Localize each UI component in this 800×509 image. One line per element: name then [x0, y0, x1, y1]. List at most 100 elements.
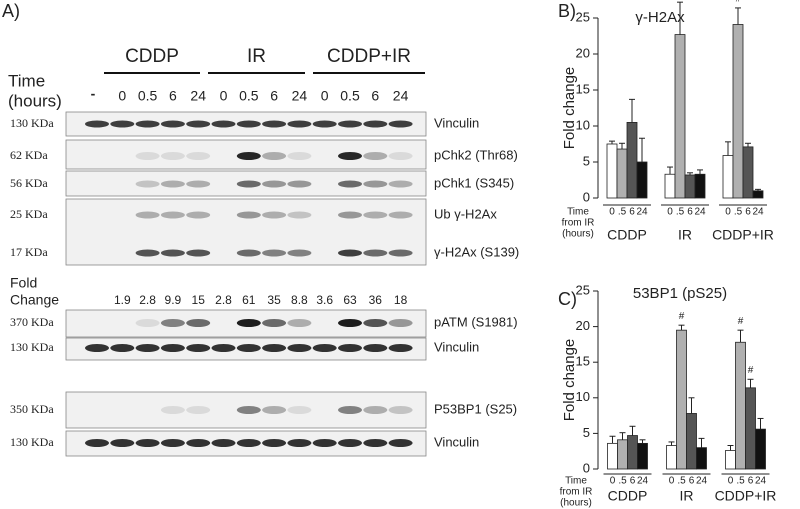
series-label: 0	[725, 207, 731, 218]
series-label: 0	[610, 476, 616, 487]
band	[236, 319, 261, 327]
band	[388, 180, 413, 188]
band	[186, 152, 211, 160]
molecular-weight: 130 KDa	[10, 435, 54, 449]
time-point: 0.5	[138, 88, 158, 104]
y-tick-label: 5	[583, 425, 590, 440]
band	[388, 211, 413, 219]
y-tick-label: 0	[583, 460, 590, 475]
band	[236, 180, 261, 188]
band	[388, 319, 413, 327]
band	[186, 180, 211, 188]
band	[363, 152, 388, 160]
fold-change-value: 63	[343, 293, 357, 307]
chart-title: 53BP1 (pS25)	[633, 285, 727, 302]
bar	[742, 146, 754, 199]
protein-label: γ-H2Ax (S139)	[434, 244, 519, 259]
protein-label: pATM (S1981)	[434, 314, 518, 329]
group-label: IR	[247, 46, 266, 67]
band	[160, 152, 185, 160]
band	[236, 249, 261, 257]
band	[160, 344, 185, 352]
bar	[616, 148, 628, 199]
band	[135, 319, 160, 327]
x-axis-label: from IR	[562, 218, 595, 229]
band	[388, 152, 413, 160]
bar	[684, 174, 696, 199]
time-label: (hours)	[8, 91, 62, 110]
bar	[752, 190, 764, 199]
fold-change-value: 61	[242, 293, 256, 307]
fold-change-label: Fold	[10, 275, 37, 291]
bar	[637, 442, 648, 470]
time-point: 24	[292, 88, 308, 104]
y-axis-label: Fold change	[561, 67, 578, 150]
y-tick-label: 20	[576, 45, 590, 60]
bar	[686, 413, 697, 470]
bar	[626, 122, 638, 199]
band	[363, 319, 388, 327]
y-tick-label: 0	[583, 189, 590, 204]
band	[160, 249, 185, 257]
molecular-weight: 62 KDa	[10, 148, 48, 162]
molecular-weight: 17 KDa	[10, 245, 48, 259]
bar	[735, 341, 746, 470]
band	[85, 120, 109, 128]
fold-change-value: 2.8	[139, 293, 156, 307]
band	[338, 319, 362, 327]
band	[388, 439, 413, 447]
band	[312, 344, 337, 352]
y-tick-label: 10	[576, 389, 590, 404]
bar	[617, 439, 628, 470]
series-label: 6	[748, 476, 754, 487]
band	[186, 344, 211, 352]
band	[262, 406, 287, 414]
band	[160, 180, 185, 188]
band	[135, 180, 160, 188]
molecular-weight: 25 KDa	[10, 207, 48, 221]
annotation: #	[748, 365, 754, 376]
band	[312, 439, 337, 447]
band	[262, 249, 287, 257]
band	[135, 120, 160, 128]
series-label: 0	[667, 207, 673, 218]
band	[135, 439, 160, 447]
protein-label: Vinculin	[434, 339, 479, 354]
x-tick-label: CDDP+IR	[712, 227, 774, 243]
bar	[694, 173, 706, 199]
band	[186, 249, 211, 257]
control-lane: -	[91, 86, 96, 102]
group-label: CDDP	[125, 46, 179, 67]
band	[110, 344, 135, 352]
band	[287, 249, 312, 257]
band	[287, 439, 312, 447]
series-label: 6	[689, 476, 695, 487]
bar	[722, 155, 734, 199]
bar	[696, 447, 707, 470]
band	[338, 249, 362, 257]
panel-label: C)	[558, 289, 577, 309]
time-point: 24	[190, 88, 206, 104]
x-axis-label: from IR	[560, 487, 593, 498]
molecular-weight: 370 KDa	[10, 315, 54, 329]
band	[363, 249, 388, 257]
band	[363, 406, 388, 414]
x-tick-label: IR	[680, 488, 694, 504]
band	[338, 439, 362, 447]
time-point: 24	[393, 88, 409, 104]
band	[186, 406, 211, 414]
protein-label: Vinculin	[434, 115, 479, 130]
series-label: .5	[676, 207, 685, 218]
time-point: 0	[118, 88, 126, 104]
band	[287, 211, 312, 219]
bar	[664, 173, 676, 199]
band	[338, 120, 362, 128]
series-label: 6	[745, 207, 751, 218]
band	[287, 319, 312, 327]
series-label: .5	[734, 207, 743, 218]
panel-label: B)	[558, 1, 576, 21]
time-point: 6	[169, 88, 177, 104]
band	[160, 439, 185, 447]
y-tick-label: 15	[576, 81, 590, 96]
